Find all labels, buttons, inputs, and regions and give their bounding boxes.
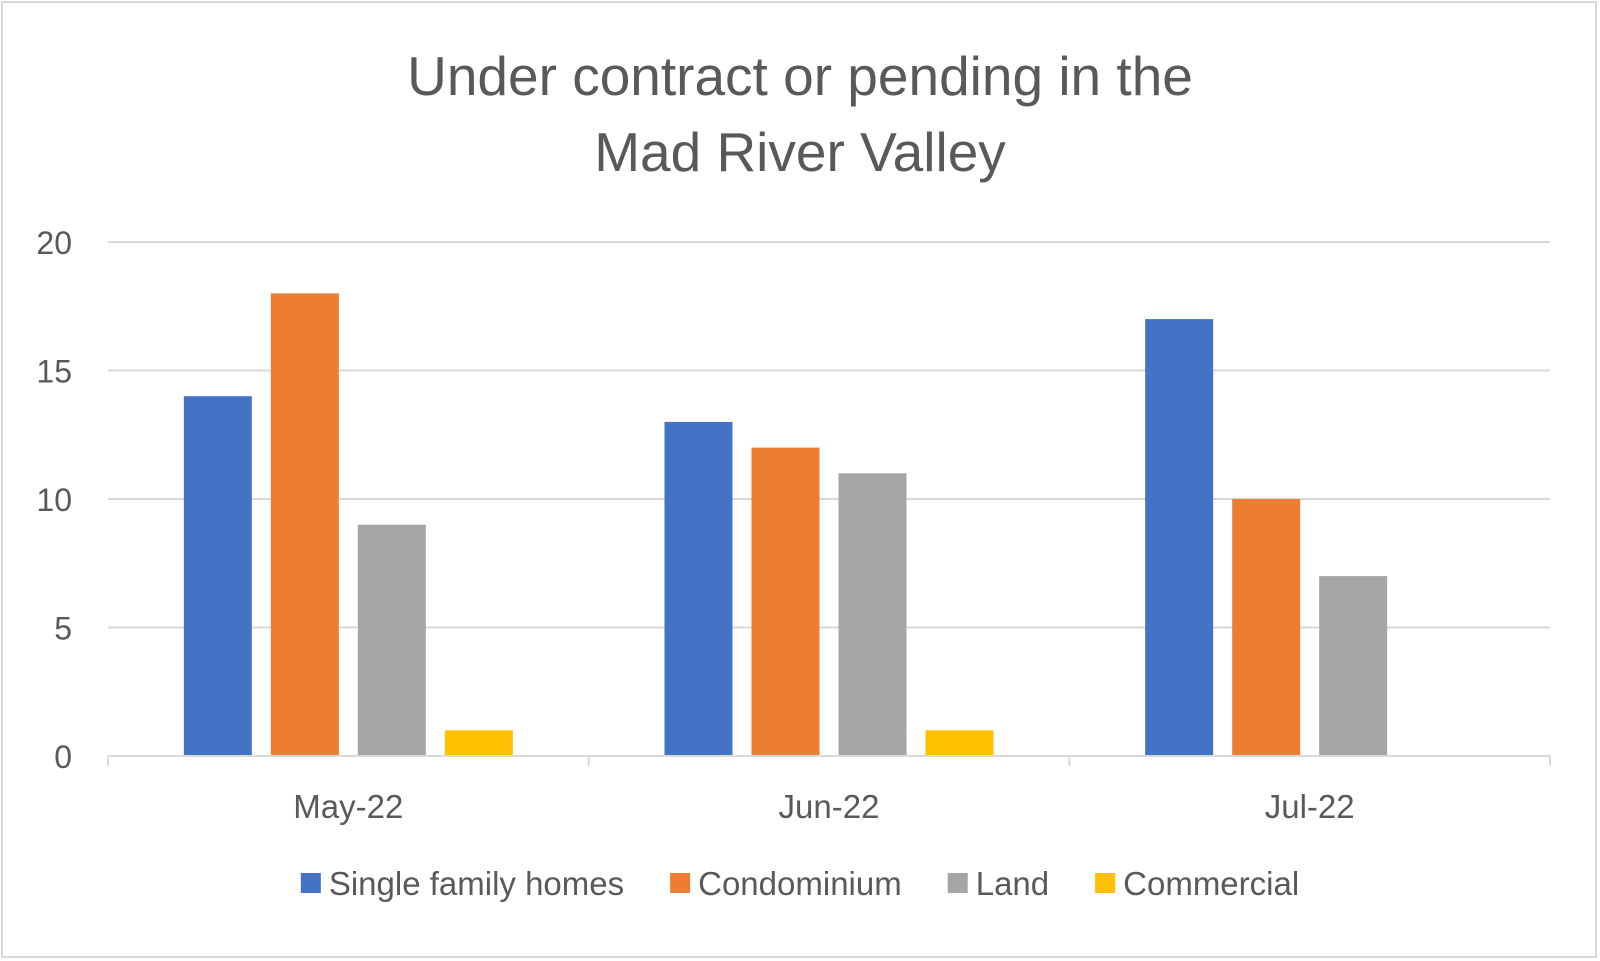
y-tick-label-0: 0	[54, 739, 72, 775]
bar-commercial-jun-22	[925, 730, 994, 756]
bar-single-family-homes-jun-22	[664, 421, 733, 756]
chart-title: Under contract or pending in the Mad Riv…	[0, 38, 1600, 190]
legend-label-condominium: Condominium	[698, 865, 902, 902]
bar-condominium-jun-22	[751, 447, 820, 756]
legend-swatch-commercial	[1095, 873, 1116, 893]
x-tick-label-may-22: May-22	[293, 788, 403, 825]
legend-swatch-single-family-homes	[300, 873, 321, 893]
chart-title-line-1: Under contract or pending in the	[407, 45, 1193, 107]
legend-label-commercial: Commercial	[1123, 865, 1299, 902]
bar-condominium-jul-22	[1232, 499, 1301, 756]
bar-land-jun-22	[838, 473, 907, 756]
chart-title-line-2: Mad River Valley	[594, 121, 1006, 183]
bar-commercial-may-22	[444, 730, 513, 756]
bar-condominium-may-22	[270, 293, 339, 756]
y-tick-label-10: 10	[36, 482, 72, 518]
x-tick-label-jul-22: Jul-22	[1265, 788, 1355, 825]
bar-land-may-22	[357, 524, 426, 756]
legend-swatch-land	[947, 873, 968, 893]
legend-swatch-condominium	[670, 873, 691, 893]
legend-label-land: Land	[976, 865, 1049, 902]
y-tick-label-20: 20	[36, 225, 72, 261]
y-tick-label-5: 5	[54, 611, 72, 647]
y-tick-label-15: 15	[36, 354, 72, 390]
bar-land-jul-22	[1319, 576, 1388, 756]
bar-single-family-homes-may-22	[183, 396, 252, 756]
x-tick-label-jun-22: Jun-22	[779, 788, 880, 825]
bar-single-family-homes-jul-22	[1145, 319, 1214, 756]
legend-label-single-family-homes: Single family homes	[329, 865, 624, 902]
